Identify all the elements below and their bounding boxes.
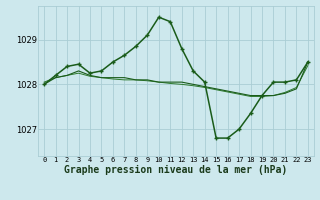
X-axis label: Graphe pression niveau de la mer (hPa): Graphe pression niveau de la mer (hPa): [64, 165, 288, 175]
